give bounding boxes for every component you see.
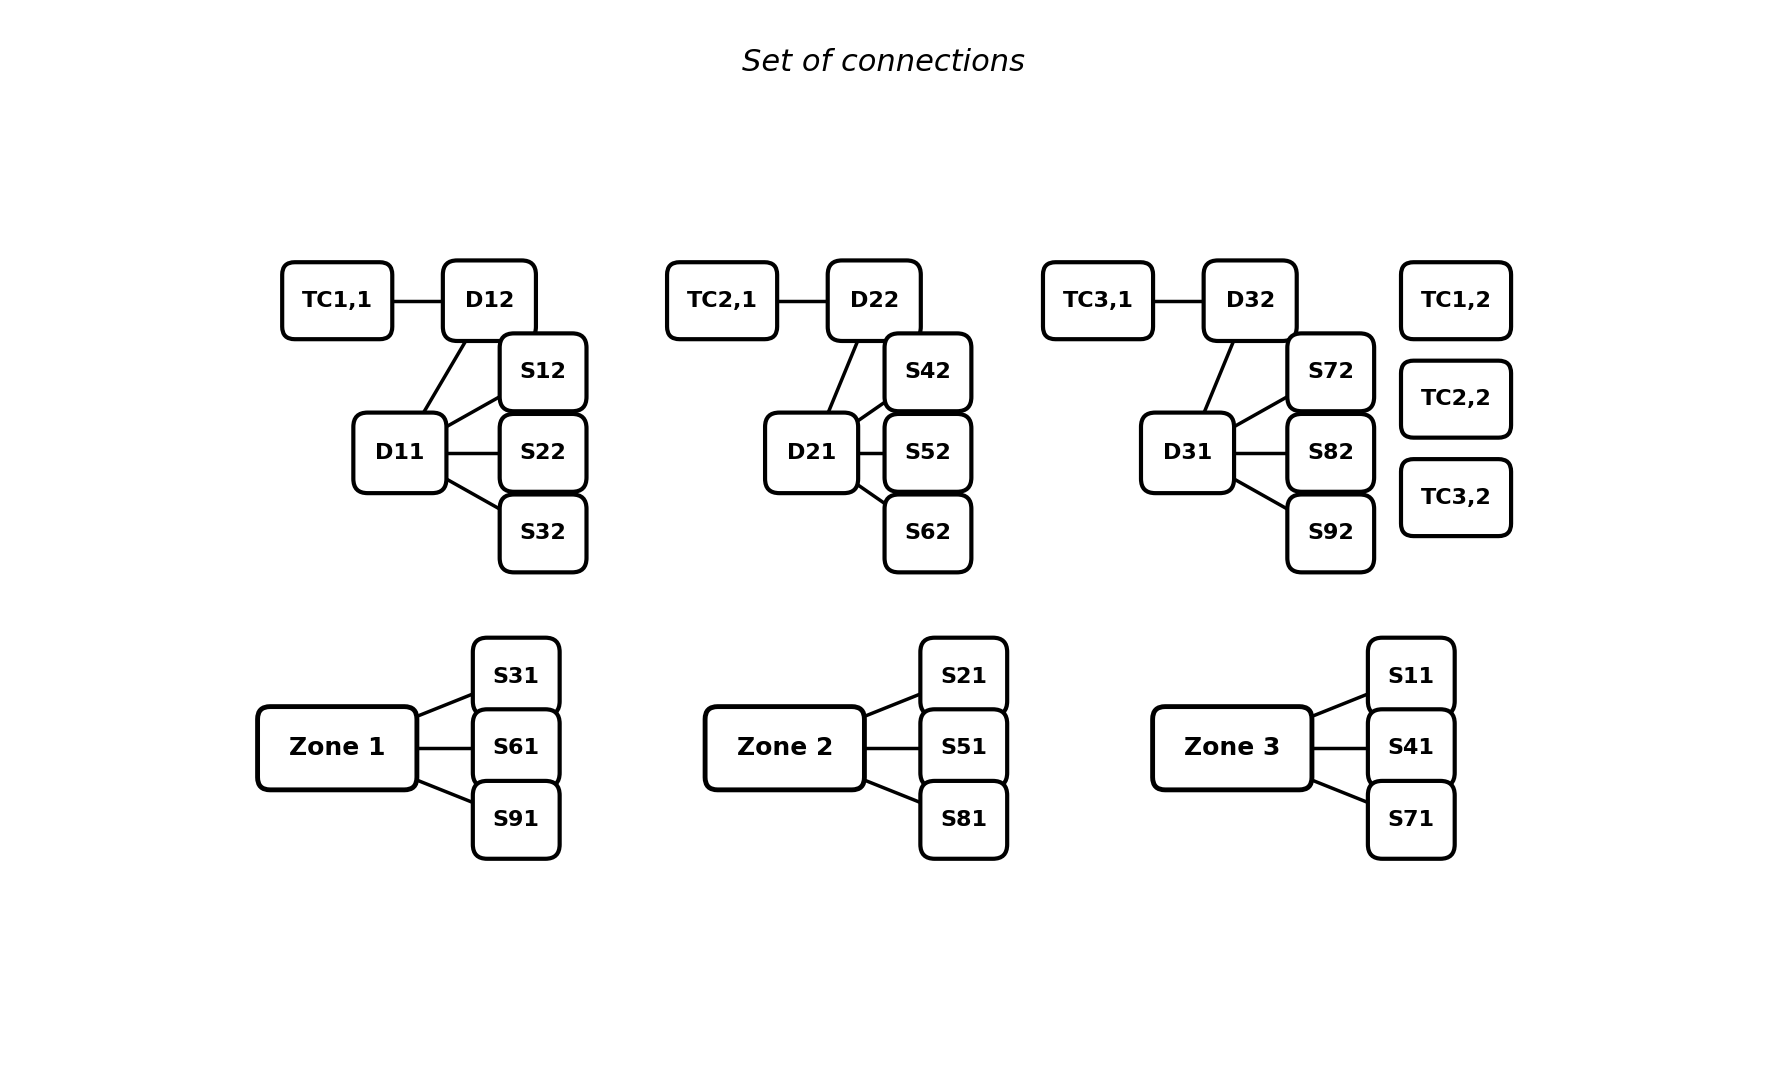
FancyBboxPatch shape xyxy=(500,494,587,572)
FancyBboxPatch shape xyxy=(1368,781,1454,859)
FancyBboxPatch shape xyxy=(921,781,1007,859)
Text: S12: S12 xyxy=(519,362,567,382)
FancyBboxPatch shape xyxy=(1401,459,1511,536)
Text: S81: S81 xyxy=(940,810,988,830)
Text: D22: D22 xyxy=(850,291,899,310)
Text: S72: S72 xyxy=(1308,362,1354,382)
Text: S41: S41 xyxy=(1387,738,1435,758)
Text: S62: S62 xyxy=(905,523,951,543)
FancyBboxPatch shape xyxy=(474,638,560,715)
Text: S31: S31 xyxy=(493,667,539,686)
Text: S91: S91 xyxy=(493,810,539,830)
FancyBboxPatch shape xyxy=(500,413,587,492)
FancyBboxPatch shape xyxy=(765,412,859,493)
FancyBboxPatch shape xyxy=(1043,262,1154,339)
FancyBboxPatch shape xyxy=(1141,412,1233,493)
Text: S71: S71 xyxy=(1387,810,1435,830)
FancyBboxPatch shape xyxy=(1288,333,1375,411)
Text: S11: S11 xyxy=(1387,667,1435,686)
Text: TC2,1: TC2,1 xyxy=(687,291,758,310)
Text: Zone 1: Zone 1 xyxy=(290,737,385,760)
FancyBboxPatch shape xyxy=(1288,413,1375,492)
Text: S51: S51 xyxy=(940,738,988,758)
FancyBboxPatch shape xyxy=(885,413,972,492)
FancyBboxPatch shape xyxy=(1401,262,1511,339)
Text: D12: D12 xyxy=(465,291,514,310)
FancyBboxPatch shape xyxy=(668,262,777,339)
Text: TC1,2: TC1,2 xyxy=(1421,291,1491,310)
FancyBboxPatch shape xyxy=(353,412,447,493)
Text: S82: S82 xyxy=(1308,442,1354,463)
FancyBboxPatch shape xyxy=(1368,638,1454,715)
Text: S42: S42 xyxy=(905,362,951,382)
FancyBboxPatch shape xyxy=(705,707,864,789)
Text: Set of connections: Set of connections xyxy=(742,48,1025,77)
FancyBboxPatch shape xyxy=(1152,707,1311,789)
Text: S52: S52 xyxy=(905,442,951,463)
Text: TC2,2: TC2,2 xyxy=(1421,389,1491,409)
FancyBboxPatch shape xyxy=(500,333,587,411)
FancyBboxPatch shape xyxy=(444,260,535,340)
FancyBboxPatch shape xyxy=(1368,709,1454,787)
Text: Zone 3: Zone 3 xyxy=(1184,737,1281,760)
Text: TC3,2: TC3,2 xyxy=(1421,488,1491,508)
FancyBboxPatch shape xyxy=(827,260,921,340)
Text: Zone 2: Zone 2 xyxy=(737,737,832,760)
Text: TC1,1: TC1,1 xyxy=(302,291,373,310)
FancyBboxPatch shape xyxy=(283,262,392,339)
Text: S21: S21 xyxy=(940,667,988,686)
FancyBboxPatch shape xyxy=(474,709,560,787)
FancyBboxPatch shape xyxy=(474,781,560,859)
Text: S61: S61 xyxy=(493,738,539,758)
Text: S32: S32 xyxy=(519,523,567,543)
FancyBboxPatch shape xyxy=(921,638,1007,715)
Text: D31: D31 xyxy=(1163,442,1212,463)
Text: TC3,1: TC3,1 xyxy=(1062,291,1133,310)
FancyBboxPatch shape xyxy=(1288,494,1375,572)
FancyBboxPatch shape xyxy=(921,709,1007,787)
FancyBboxPatch shape xyxy=(1401,361,1511,437)
FancyBboxPatch shape xyxy=(1203,260,1297,340)
FancyBboxPatch shape xyxy=(885,494,972,572)
FancyBboxPatch shape xyxy=(258,707,417,789)
Text: S92: S92 xyxy=(1308,523,1354,543)
Text: D21: D21 xyxy=(786,442,836,463)
Text: D32: D32 xyxy=(1226,291,1274,310)
FancyBboxPatch shape xyxy=(885,333,972,411)
Text: D11: D11 xyxy=(375,442,424,463)
Text: S22: S22 xyxy=(519,442,567,463)
